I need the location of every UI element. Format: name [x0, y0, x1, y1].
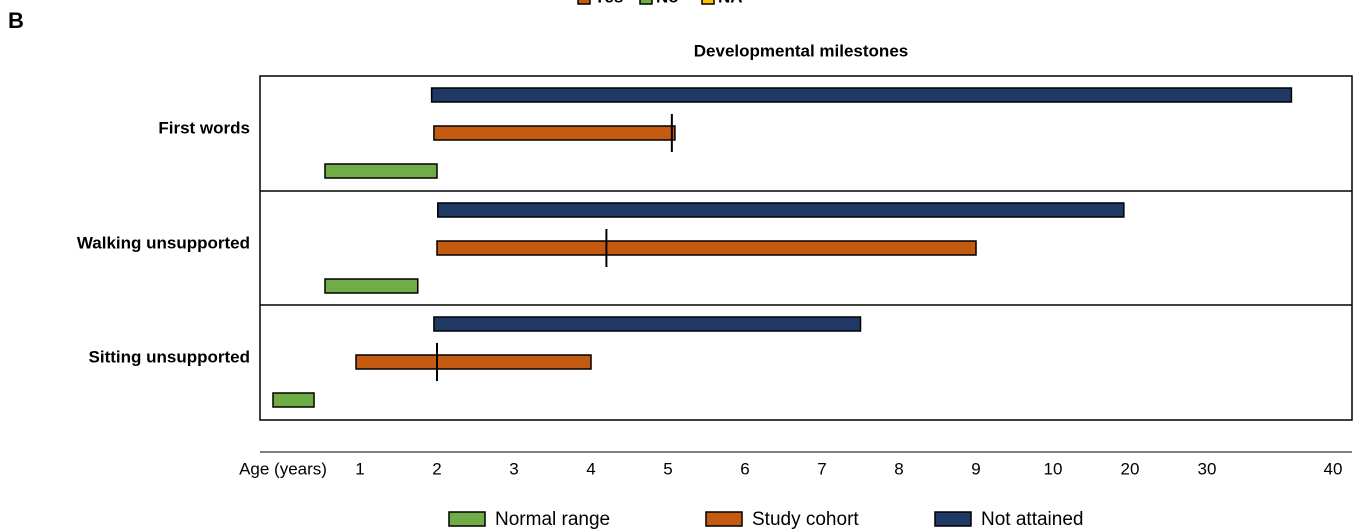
x-tick-label: 9 — [971, 459, 980, 478]
legend-swatch — [448, 511, 486, 527]
x-tick-label: 7 — [817, 459, 826, 478]
top-legend-label: NA — [718, 0, 743, 6]
range-bar — [436, 240, 977, 256]
x-tick-label: 3 — [509, 459, 518, 478]
top-legend-swatch — [577, 0, 591, 5]
category-label: Walking unsupported — [77, 233, 250, 252]
chart-title: Developmental milestones — [694, 41, 908, 60]
panel-label: B — [8, 8, 24, 33]
top-legend-swatch — [701, 0, 715, 5]
range-bar — [272, 392, 315, 408]
top-legend-label: Yes — [594, 0, 623, 6]
x-tick-label: 6 — [740, 459, 749, 478]
top-legend-label: No — [656, 0, 679, 6]
x-tick-label: 1 — [355, 459, 364, 478]
range-bar — [433, 125, 676, 141]
x-tick-label: 5 — [663, 459, 672, 478]
range-bar — [324, 278, 419, 294]
range-bar — [355, 354, 592, 370]
x-tick-label: 20 — [1121, 459, 1140, 478]
range-bar — [437, 202, 1125, 218]
x-tick-label: 4 — [586, 459, 595, 478]
range-bar — [324, 163, 438, 179]
x-tick-label: 40 — [1324, 459, 1343, 478]
x-tick-label: 30 — [1198, 459, 1217, 478]
x-axis-label: Age (years) — [239, 459, 327, 478]
legend-swatch — [934, 511, 972, 527]
legend-label: Study cohort — [752, 509, 859, 530]
legend-label: Normal range — [495, 509, 610, 530]
range-bar — [430, 87, 1293, 103]
category-label: Sitting unsupported — [89, 347, 250, 366]
x-tick-label: 2 — [432, 459, 441, 478]
top-legend-swatch — [639, 0, 653, 5]
range-bar — [433, 316, 862, 332]
legend-label: Not attained — [981, 509, 1083, 530]
x-tick-label: 8 — [894, 459, 903, 478]
category-label: First words — [158, 118, 250, 137]
plot-frame — [259, 75, 1353, 421]
x-tick-label: 10 — [1044, 459, 1063, 478]
legend-swatch — [705, 511, 743, 527]
